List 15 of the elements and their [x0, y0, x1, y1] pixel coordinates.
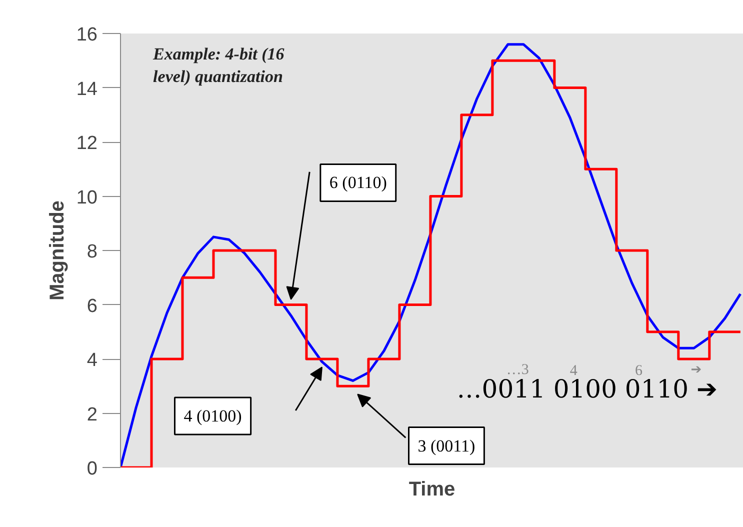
y-tick-label: 6	[86, 296, 98, 317]
y-tick-label: 16	[76, 24, 98, 46]
y-axis-title: Magnitude	[46, 200, 68, 300]
x-axis-title: Time	[408, 478, 456, 500]
annotation: 3 (0011)	[418, 436, 476, 456]
y-tick-label: 8	[86, 242, 98, 262]
y-tick-label: 4	[86, 350, 98, 371]
y-tick-label: 12	[76, 133, 98, 154]
y-tick-label: 0	[86, 458, 98, 480]
annotation: Example: 4-bit (16 level) quantization	[152, 44, 285, 86]
y-tick-label: 2	[86, 404, 98, 426]
y-tick-label: 14	[76, 78, 98, 100]
y-tick-label: 10	[76, 187, 98, 208]
annotation: 4 (0100)	[184, 406, 242, 426]
annotation: 6 (0110)	[329, 173, 387, 192]
